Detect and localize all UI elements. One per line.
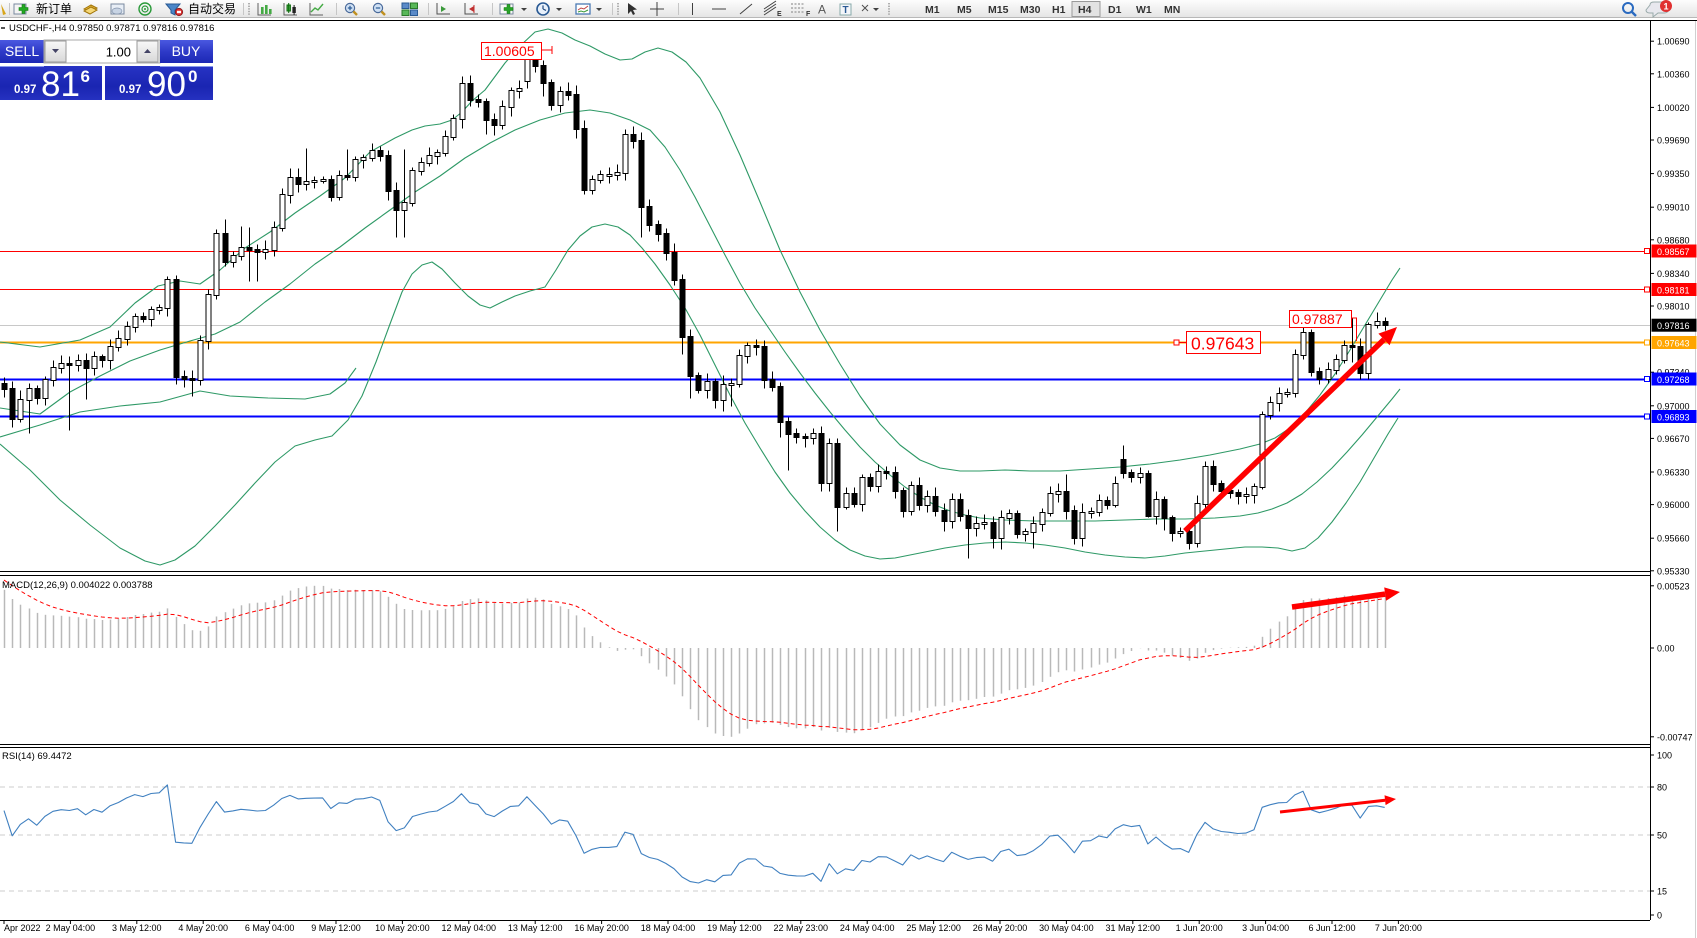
svg-text:M30: M30 — [1020, 4, 1041, 16]
svg-text:7 Jun 20:00: 7 Jun 20:00 — [1375, 923, 1422, 933]
svg-text:1.00605: 1.00605 — [484, 43, 535, 59]
svg-text:0.99350: 0.99350 — [1657, 169, 1690, 179]
svg-text:M5: M5 — [957, 4, 972, 16]
svg-text:F: F — [806, 11, 811, 18]
svg-text:1: 1 — [1664, 2, 1669, 12]
svg-text:0.97643: 0.97643 — [1657, 338, 1690, 348]
svg-text:0.97268: 0.97268 — [1657, 375, 1690, 385]
svg-text:81: 81 — [41, 65, 80, 104]
svg-text:13 May 12:00: 13 May 12:00 — [508, 923, 563, 933]
svg-text:0.96330: 0.96330 — [1657, 468, 1690, 478]
svg-text:2 May 04:00: 2 May 04:00 — [46, 923, 96, 933]
svg-text:0.98340: 0.98340 — [1657, 269, 1690, 279]
svg-text:D1: D1 — [1108, 4, 1122, 16]
svg-text:0.96670: 0.96670 — [1657, 434, 1690, 444]
svg-text:31 May 12:00: 31 May 12:00 — [1106, 923, 1161, 933]
svg-text:BUY: BUY — [172, 43, 201, 59]
svg-text:50: 50 — [1657, 831, 1667, 841]
svg-text:0.97: 0.97 — [119, 84, 141, 96]
svg-text:0.97: 0.97 — [14, 84, 36, 96]
svg-text:USDCHF-,H4 0.97850 0.97871 0.: USDCHF-,H4 0.97850 0.97871 0.97816 0.978… — [9, 23, 214, 34]
svg-text:3 May 12:00: 3 May 12:00 — [112, 923, 162, 933]
svg-text:19 May 12:00: 19 May 12:00 — [707, 923, 762, 933]
svg-text:H4: H4 — [1078, 4, 1092, 16]
svg-text:90: 90 — [147, 65, 186, 104]
svg-text:0.97000: 0.97000 — [1657, 401, 1690, 411]
svg-text:0.00: 0.00 — [1657, 644, 1675, 654]
svg-text:-0.00747: -0.00747 — [1657, 732, 1693, 742]
svg-text:24 May 04:00: 24 May 04:00 — [840, 923, 895, 933]
svg-text:1.00: 1.00 — [106, 45, 131, 60]
svg-text:H1: H1 — [1052, 4, 1066, 16]
svg-text:Apr 2022: Apr 2022 — [4, 923, 41, 933]
svg-text:9 May 12:00: 9 May 12:00 — [311, 923, 361, 933]
svg-text:RSI(14) 69.4472: RSI(14) 69.4472 — [2, 751, 72, 762]
svg-text:4 May 20:00: 4 May 20:00 — [178, 923, 228, 933]
svg-text:新订单: 新订单 — [36, 1, 72, 16]
svg-text:W1: W1 — [1136, 4, 1152, 16]
svg-text:M1: M1 — [925, 4, 940, 16]
svg-text:M15: M15 — [988, 4, 1009, 16]
svg-text:3 Jun 04:00: 3 Jun 04:00 — [1242, 923, 1289, 933]
svg-text:80: 80 — [1657, 783, 1667, 793]
svg-text:100: 100 — [1657, 751, 1672, 761]
svg-text:0.97643: 0.97643 — [1191, 334, 1254, 354]
svg-text:0.98680: 0.98680 — [1657, 235, 1690, 245]
svg-text:6 Jun 12:00: 6 Jun 12:00 — [1308, 923, 1355, 933]
svg-text:1 Jun 20:00: 1 Jun 20:00 — [1176, 923, 1223, 933]
svg-text:1.00360: 1.00360 — [1657, 69, 1690, 79]
svg-text:0.97887: 0.97887 — [1292, 311, 1343, 327]
svg-text:18 May 04:00: 18 May 04:00 — [641, 923, 696, 933]
svg-text:0.98567: 0.98567 — [1657, 247, 1690, 257]
svg-text:30 May 04:00: 30 May 04:00 — [1039, 923, 1094, 933]
svg-text:MN: MN — [1164, 4, 1180, 16]
svg-text:22 May 23:00: 22 May 23:00 — [774, 923, 829, 933]
svg-text:A: A — [818, 3, 826, 17]
svg-text:0.96893: 0.96893 — [1657, 412, 1690, 422]
svg-text:0.96000: 0.96000 — [1657, 500, 1690, 510]
svg-text:自动交易: 自动交易 — [188, 1, 236, 16]
svg-text:0.98010: 0.98010 — [1657, 302, 1690, 312]
svg-text:6 May 04:00: 6 May 04:00 — [245, 923, 295, 933]
svg-text:1.00020: 1.00020 — [1657, 103, 1690, 113]
svg-text:0: 0 — [1657, 911, 1662, 921]
svg-text:6: 6 — [81, 67, 90, 86]
svg-text:0.99010: 0.99010 — [1657, 203, 1690, 213]
svg-text:25 May 12:00: 25 May 12:00 — [906, 923, 961, 933]
svg-text:12 May 04:00: 12 May 04:00 — [442, 923, 497, 933]
svg-text:0.98181: 0.98181 — [1657, 285, 1690, 295]
svg-text:0.95660: 0.95660 — [1657, 534, 1690, 544]
svg-text:0.97816: 0.97816 — [1657, 321, 1690, 331]
svg-text:0.99690: 0.99690 — [1657, 136, 1690, 146]
svg-text:16 May 20:00: 16 May 20:00 — [574, 923, 629, 933]
svg-text:SELL: SELL — [5, 43, 39, 59]
svg-text:0.95330: 0.95330 — [1657, 566, 1690, 576]
svg-text:MACD(12,26,9) 0.004022 0.00378: MACD(12,26,9) 0.004022 0.003788 — [2, 580, 153, 591]
svg-text:1.00690: 1.00690 — [1657, 37, 1690, 47]
svg-text:T: T — [843, 5, 849, 16]
svg-text:26 May 20:00: 26 May 20:00 — [973, 923, 1028, 933]
svg-text:E: E — [777, 11, 782, 18]
svg-text:15: 15 — [1657, 887, 1667, 897]
svg-text:10 May 20:00: 10 May 20:00 — [375, 923, 430, 933]
svg-text:0: 0 — [188, 67, 197, 86]
svg-text:0.00523: 0.00523 — [1657, 581, 1690, 591]
